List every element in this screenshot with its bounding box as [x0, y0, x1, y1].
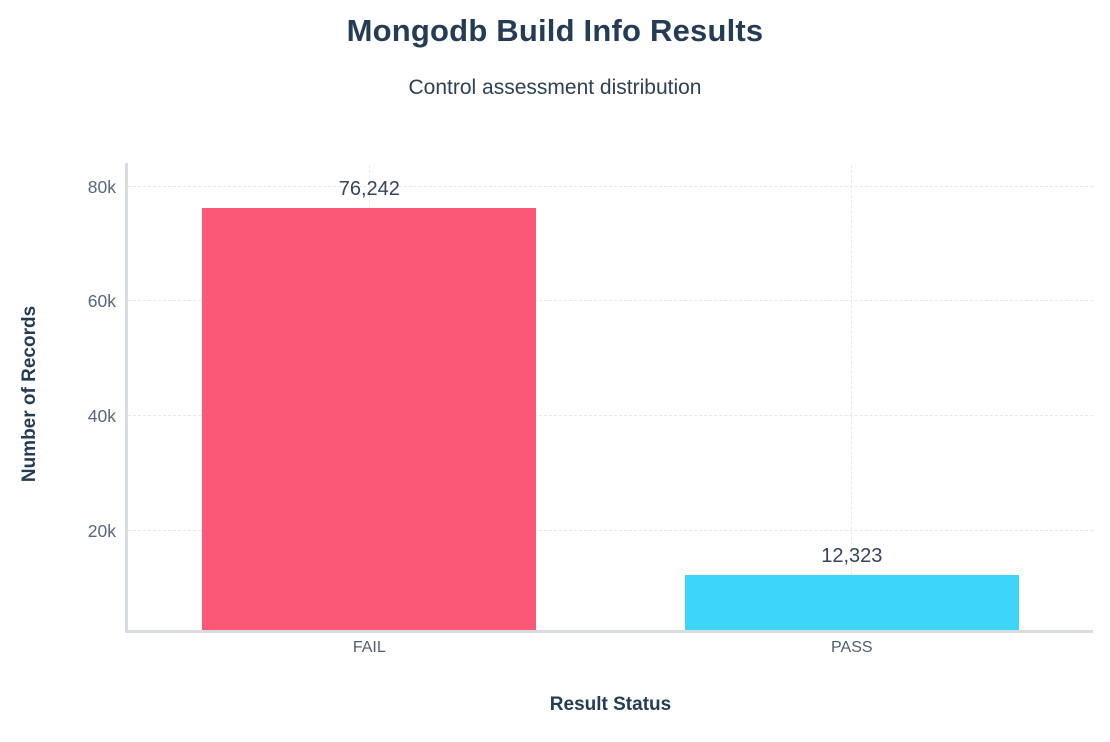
y-tick-label-60k: 60k — [87, 291, 116, 312]
y-tick-label-20k: 20k — [87, 521, 116, 541]
x-tick-label-pass: PASS — [831, 639, 873, 656]
bar-pass[interactable] — [684, 575, 1019, 630]
gridline-80k — [128, 185, 1093, 187]
bar-value-label-pass: 12,323 — [821, 545, 883, 567]
gridline-pass — [851, 165, 853, 630]
x-axis-line — [125, 630, 1093, 633]
plot-area: 20k 40k 60k 80k 76,242 FAIL 12,323 PASS — [88, 165, 1093, 656]
chart-subtitle: Control assessment distribution — [408, 76, 702, 99]
gridline-20k — [128, 530, 1093, 531]
y-tick-label-40k: 40k — [87, 406, 116, 427]
x-tick-label-fail: FAIL — [352, 639, 386, 656]
chart-title: Mongodb Build Info Results — [346, 13, 764, 48]
bar-fail[interactable] — [202, 208, 537, 630]
y-axis-line — [125, 163, 128, 633]
y-tick-label-80k: 80k — [87, 176, 116, 197]
gridline-40k — [128, 415, 1093, 417]
x-axis-title: Result Status — [549, 694, 672, 715]
bar-value-label-fail: 76,242 — [338, 178, 400, 201]
gridline-60k — [128, 300, 1093, 302]
y-axis-title: Number of Records — [19, 305, 40, 483]
